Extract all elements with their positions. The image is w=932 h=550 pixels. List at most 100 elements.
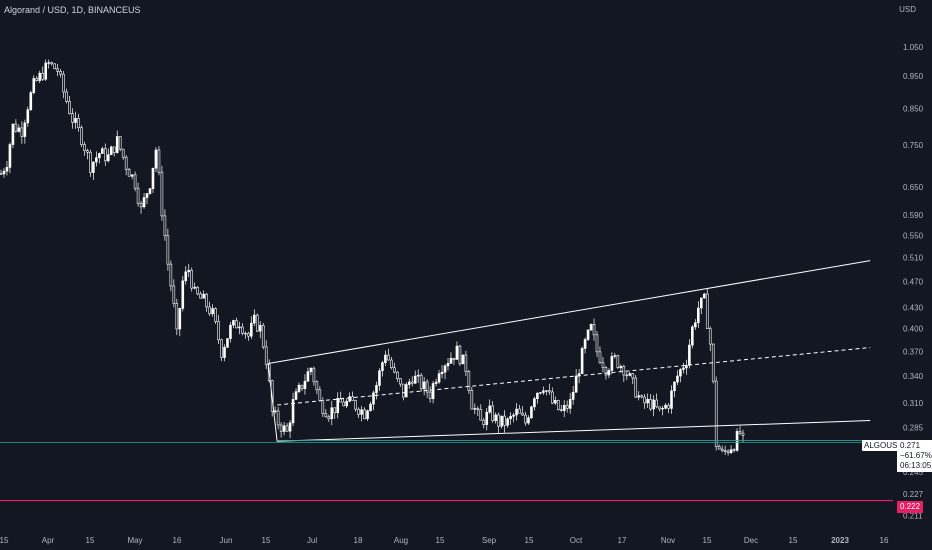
candle-body	[303, 380, 307, 389]
candle-body	[372, 392, 375, 405]
candle-body	[86, 150, 89, 153]
candle-body	[452, 357, 456, 360]
candle-body	[670, 390, 673, 409]
candle-body	[360, 409, 363, 415]
y-tick-label: 0.245	[903, 468, 924, 477]
y-tick-label: 0.950	[903, 72, 924, 81]
candle-body	[533, 398, 536, 408]
candle-body	[250, 322, 253, 337]
candle-body	[467, 371, 471, 391]
candle-body	[151, 167, 155, 189]
x-tick-label: Nov	[661, 536, 675, 545]
candle-body	[381, 362, 384, 372]
candle-body	[622, 366, 626, 376]
candle-body	[393, 367, 396, 373]
candle-body	[127, 168, 131, 177]
candle-body	[583, 339, 587, 349]
candle-body	[184, 271, 188, 282]
candle-body	[300, 384, 304, 389]
candle-body	[312, 367, 316, 383]
y-tick-label: 0.227	[903, 490, 924, 499]
candle-body	[223, 347, 226, 358]
candle-body	[714, 380, 718, 447]
candle-body	[732, 449, 736, 451]
candle-body	[8, 144, 12, 168]
y-tick-label: 0.430	[903, 304, 924, 313]
candle-body	[136, 187, 140, 204]
trendline-upper	[268, 260, 871, 365]
candle-body	[673, 381, 676, 392]
candle-body	[464, 354, 468, 372]
candle-body	[26, 109, 30, 124]
candle-body	[431, 383, 435, 399]
candle-body	[425, 381, 429, 393]
candle-body	[410, 381, 414, 384]
candle-body	[330, 407, 334, 420]
candle-body	[702, 293, 706, 299]
candle-body	[434, 381, 438, 384]
y-tick-label: 0.470	[903, 278, 924, 287]
candle-body	[401, 383, 405, 398]
candle-body	[133, 174, 137, 189]
candle-body	[193, 286, 196, 289]
candle-body	[509, 415, 512, 420]
candle-body	[556, 400, 560, 410]
candle-body	[321, 400, 325, 414]
candle-body	[652, 399, 655, 410]
candle-body	[175, 303, 179, 330]
candle-body	[539, 392, 542, 394]
x-tick-label: May	[127, 536, 142, 545]
candle-body	[574, 375, 578, 393]
candle-body	[491, 405, 495, 422]
candle-body	[318, 389, 322, 402]
candle-body	[315, 381, 319, 391]
candle-body	[485, 411, 489, 425]
candle-body	[613, 355, 617, 357]
candle-body	[553, 400, 557, 404]
candle-body	[610, 356, 614, 371]
candle-body	[521, 412, 524, 416]
candle-body	[369, 403, 372, 412]
candle-body	[518, 408, 521, 414]
candle-body	[282, 425, 286, 432]
candle-body	[548, 390, 551, 393]
candle-body	[619, 366, 623, 368]
candle-body	[699, 297, 703, 309]
candle-body	[217, 321, 220, 341]
candle-body	[503, 415, 506, 426]
candle-body	[545, 390, 548, 392]
candle-body	[726, 450, 730, 454]
candle-body	[628, 373, 632, 376]
x-tick-label: 16	[880, 536, 889, 545]
candle-body	[571, 392, 575, 400]
candle-body	[440, 371, 444, 375]
candle-body	[53, 63, 56, 70]
candle-body	[637, 395, 641, 398]
candle-body	[494, 414, 497, 422]
candle-body	[98, 153, 101, 159]
candle-body	[169, 263, 173, 287]
x-tick-label: 18	[354, 536, 363, 545]
y-tick-label: 0.211	[903, 511, 923, 520]
candle-body	[226, 338, 229, 348]
candle-body	[679, 369, 682, 377]
candle-body	[178, 308, 182, 330]
axis-currency-label: USD	[899, 5, 916, 14]
candle-body	[166, 235, 170, 265]
x-tick-label: Aug	[394, 536, 408, 545]
x-tick-label: 17	[618, 536, 627, 545]
candle-body	[497, 414, 500, 427]
candle-body	[145, 193, 149, 198]
candle-body	[306, 371, 310, 382]
candle-body	[109, 146, 113, 156]
x-tick-label: 15	[525, 536, 534, 545]
candle-body	[655, 399, 658, 408]
candle-body	[550, 391, 554, 404]
candle-body	[104, 148, 107, 162]
candle-body	[74, 118, 77, 123]
x-tick-label: 15	[262, 536, 271, 545]
candle-body	[288, 422, 292, 432]
candle-body	[83, 144, 86, 151]
x-tick-label: 2023	[831, 536, 849, 545]
